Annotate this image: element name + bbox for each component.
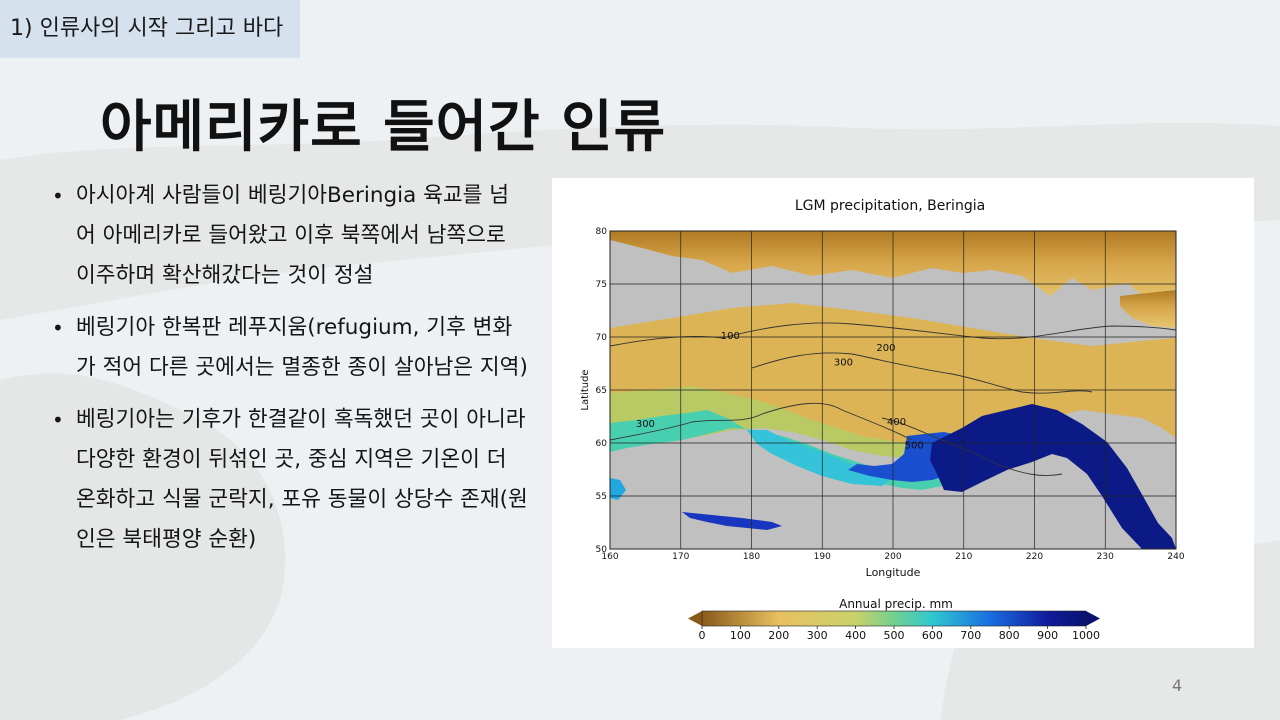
colorbar-tick-label: 600 (922, 629, 943, 642)
bullet-item: 아시아계 사람들이 베링기아Beringia 육교를 넘어 아메리카로 들어왔고… (48, 176, 528, 296)
x-tick-label: 160 (601, 552, 618, 562)
high-precip-band (930, 404, 1176, 549)
x-tick-label: 230 (1097, 552, 1114, 562)
section-tag: 1) 인류사의 시작 그리고 바다 (0, 0, 300, 58)
precipitation-map-chart: LGM precipitation, Beringia 100 200 300 300… (580, 198, 1185, 642)
bullet-list: 아시아계 사람들이 베링기아Beringia 육교를 넘어 아메리카로 들어왔고… (48, 176, 528, 572)
contour-line (610, 402, 913, 441)
x-tick-label: 180 (743, 552, 760, 562)
x-tick-label: 200 (884, 552, 901, 562)
colorbar-min-arrow (688, 611, 702, 626)
x-tick-label: 220 (1026, 552, 1043, 562)
high-precip-band (682, 512, 782, 530)
contour-labels: 100 200 300 300 400 500 (636, 331, 924, 451)
colorbar (701, 610, 1087, 627)
colorbar-tick-label: 200 (768, 629, 789, 642)
colorbar-tick-label: 800 (999, 629, 1020, 642)
y-axis-ticks: 80 75 70 65 60 55 50 (596, 227, 608, 555)
colorbar-tick-label: 100 (730, 629, 751, 642)
y-tick-label: 80 (596, 227, 608, 237)
slide-title: 아메리카로 들어간 인류 (100, 95, 667, 160)
plot-frame (609, 230, 1177, 550)
y-tick-label: 60 (596, 439, 608, 449)
bullet-item: 베링기아 한복판 레푸지움(refugium, 기후 변화가 적어 다른 곳에서… (48, 308, 528, 388)
colorbar-ticks: 0 100 200 300 400 500 600 700 800 900 1000 (699, 626, 1100, 642)
y-tick-label: 50 (596, 545, 608, 555)
y-tick-label: 65 (596, 386, 607, 396)
colorbar-tick-label: 300 (807, 629, 828, 642)
y-tick-label: 75 (596, 280, 607, 290)
colorbar-tick-label: 900 (1037, 629, 1058, 642)
contour-line (751, 352, 1093, 394)
bullet-item: 베링기아는 기후가 한결같이 혹독했던 곳이 아니라 다양한 환경이 뒤섞인 곳… (48, 400, 528, 560)
x-axis-label: Longitude (866, 566, 921, 579)
y-axis-label: Latitude (580, 369, 591, 410)
contour-label: 300 (636, 419, 655, 430)
colorbar-tick-label: 0 (699, 629, 706, 642)
colorbar-tick-label: 400 (845, 629, 866, 642)
page-number: 4 (1172, 676, 1183, 695)
chart-title: LGM precipitation, Beringia (795, 198, 985, 214)
land-region (610, 386, 997, 470)
contour-label: 200 (876, 343, 895, 354)
y-tick-label: 55 (596, 492, 607, 502)
y-tick-label: 70 (596, 333, 608, 343)
contour-line (881, 417, 1063, 476)
contour-label: 400 (887, 417, 906, 428)
colorbar-tick-label: 500 (884, 629, 905, 642)
colorbar-max-arrow (1086, 611, 1100, 626)
x-tick-label: 240 (1167, 552, 1184, 562)
contour-label: 100 (721, 331, 740, 342)
high-precip-band (610, 478, 626, 500)
colorbar-tick-label: 700 (960, 629, 981, 642)
x-axis-ticks: 160 170 180 190 200 210 220 230 240 (601, 552, 1184, 562)
precipitation-figure: LGM precipitation, Beringia 100 200 300 300… (552, 178, 1254, 648)
contour-label: 500 (905, 440, 924, 451)
land-region (1120, 290, 1176, 328)
colorbar-label: Annual precip. mm (839, 597, 953, 611)
x-tick-label: 210 (955, 552, 972, 562)
colorbar-tick-label: 1000 (1072, 629, 1100, 642)
x-tick-label: 190 (814, 552, 831, 562)
x-tick-label: 170 (672, 552, 689, 562)
contour-label: 300 (834, 358, 853, 369)
